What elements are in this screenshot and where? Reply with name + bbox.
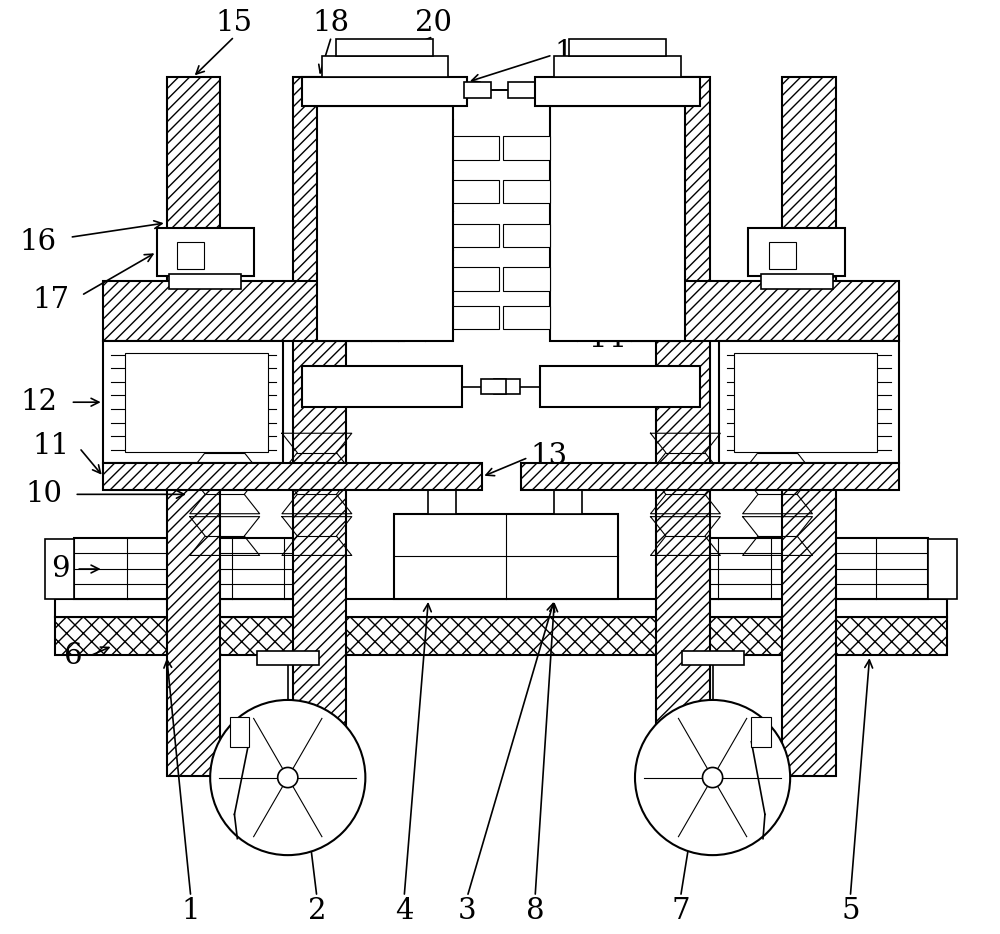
Text: 9: 9	[51, 555, 70, 583]
Bar	[769, 242, 796, 269]
Bar	[464, 82, 491, 98]
Bar	[508, 82, 535, 98]
Text: 3: 3	[458, 897, 477, 925]
Text: 20: 20	[415, 8, 452, 36]
Bar	[394, 514, 618, 599]
Text: 15: 15	[216, 8, 253, 36]
Bar	[302, 78, 467, 106]
Bar	[748, 228, 845, 276]
Bar	[453, 306, 499, 330]
Bar	[494, 379, 520, 394]
Bar	[481, 379, 506, 394]
Bar	[103, 341, 283, 463]
Bar	[453, 136, 499, 160]
Circle shape	[635, 700, 790, 856]
Bar	[503, 136, 550, 160]
Bar	[293, 78, 346, 775]
Bar	[230, 717, 249, 746]
Bar	[682, 651, 744, 665]
Text: 6: 6	[64, 643, 82, 671]
Bar	[167, 78, 220, 775]
Bar	[734, 353, 877, 452]
Bar	[103, 281, 404, 341]
Bar	[55, 599, 947, 616]
Bar	[257, 651, 319, 665]
Text: 18: 18	[313, 8, 350, 36]
Bar	[569, 38, 666, 56]
Bar	[55, 616, 947, 656]
Text: 12: 12	[20, 389, 57, 417]
Text: 13: 13	[530, 442, 567, 470]
Bar	[453, 180, 499, 204]
Circle shape	[210, 700, 365, 856]
Text: 7: 7	[671, 897, 690, 925]
Bar	[521, 463, 899, 490]
Bar	[453, 267, 499, 290]
Text: 17: 17	[32, 287, 70, 315]
Bar	[125, 353, 268, 452]
Bar	[535, 78, 700, 106]
Text: 2: 2	[308, 897, 326, 925]
Bar	[751, 717, 771, 746]
Bar	[317, 106, 453, 341]
Text: 8: 8	[526, 897, 544, 925]
Bar	[322, 56, 448, 78]
Circle shape	[702, 768, 723, 787]
Bar	[761, 275, 833, 289]
Text: 10: 10	[26, 480, 63, 508]
Bar	[554, 56, 681, 78]
Bar	[928, 539, 957, 599]
Text: 4: 4	[395, 897, 413, 925]
Text: 11: 11	[33, 432, 70, 460]
Bar	[782, 78, 836, 775]
Bar	[177, 242, 204, 269]
Bar	[103, 463, 482, 490]
Bar	[540, 366, 700, 407]
Text: 5: 5	[841, 897, 860, 925]
Bar	[45, 539, 74, 599]
Bar	[503, 224, 550, 247]
Bar	[550, 106, 685, 341]
Bar	[666, 538, 928, 599]
Bar	[656, 78, 710, 775]
Bar	[503, 267, 550, 290]
Bar	[428, 463, 456, 514]
Bar	[554, 463, 582, 514]
Bar	[598, 281, 899, 341]
Text: 16: 16	[20, 228, 57, 256]
Bar	[503, 306, 550, 330]
Text: 19: 19	[554, 39, 592, 67]
Text: 14: 14	[588, 325, 625, 353]
Text: 1: 1	[182, 897, 200, 925]
Bar	[302, 366, 462, 407]
Bar	[503, 180, 550, 204]
Circle shape	[278, 768, 298, 787]
Bar	[157, 228, 254, 276]
Bar	[169, 275, 241, 289]
Bar	[719, 341, 899, 463]
Bar	[453, 224, 499, 247]
Bar	[74, 538, 336, 599]
Bar	[336, 38, 433, 56]
